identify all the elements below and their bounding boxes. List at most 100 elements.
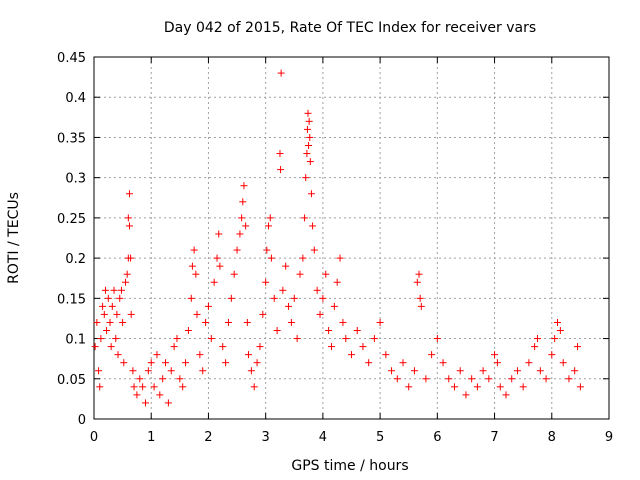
- x-tick-label: 2: [204, 430, 212, 445]
- data-point: [365, 359, 373, 367]
- y-tick-label: 0.05: [57, 373, 86, 388]
- data-point: [370, 335, 378, 343]
- data-point: [493, 359, 501, 367]
- data-point: [266, 214, 274, 222]
- x-tick-label: 8: [548, 430, 556, 445]
- data-point: [127, 254, 135, 262]
- data-point: [382, 351, 390, 359]
- data-point: [322, 270, 330, 278]
- x-tick-label: 1: [147, 430, 155, 445]
- data-point: [305, 141, 313, 149]
- data-point: [439, 359, 447, 367]
- y-tick-label: 0.25: [57, 212, 86, 227]
- data-point: [238, 214, 246, 222]
- data-point: [536, 367, 544, 375]
- data-point: [576, 383, 584, 391]
- data-point: [299, 254, 307, 262]
- x-tick-label: 0: [90, 430, 98, 445]
- data-point: [224, 318, 232, 326]
- data-point: [422, 375, 430, 383]
- data-point: [277, 69, 285, 77]
- data-point: [287, 318, 295, 326]
- data-point: [393, 375, 401, 383]
- data-point: [129, 367, 137, 375]
- data-point: [451, 383, 458, 391]
- data-point: [156, 391, 164, 399]
- data-point: [97, 335, 105, 343]
- data-point: [176, 375, 184, 383]
- data-point: [123, 270, 131, 278]
- data-point: [376, 318, 384, 326]
- data-point: [236, 230, 244, 238]
- data-point: [342, 335, 350, 343]
- y-tick-label: 0.15: [57, 292, 86, 307]
- data-point: [574, 343, 582, 351]
- data-point: [187, 294, 195, 302]
- data-point: [519, 383, 527, 391]
- data-point: [416, 294, 424, 302]
- data-point: [99, 302, 107, 310]
- data-point: [182, 359, 190, 367]
- data-point: [327, 343, 335, 351]
- data-point: [142, 399, 149, 407]
- data-point: [428, 351, 436, 359]
- data-point: [262, 278, 270, 286]
- y-tick-label: 0: [78, 413, 86, 428]
- chart-title: Day 042 of 2015, Rate Of TEC Index for r…: [164, 20, 536, 36]
- data-point: [210, 278, 218, 286]
- data-point: [309, 222, 317, 230]
- data-point: [303, 125, 311, 133]
- data-point: [554, 318, 561, 326]
- data-point: [193, 310, 201, 318]
- data-point: [513, 367, 521, 375]
- y-tick-label: 0.45: [57, 51, 86, 66]
- x-axis-title: GPS time / hours: [291, 458, 408, 474]
- y-tick-label: 0.35: [57, 131, 86, 146]
- data-point: [192, 270, 200, 278]
- data-point: [125, 190, 133, 198]
- y-tick-label: 0.3: [65, 172, 86, 187]
- data-point: [112, 335, 120, 343]
- data-point: [301, 214, 309, 222]
- data-point: [215, 230, 223, 238]
- x-tick-label: 3: [262, 430, 270, 445]
- data-point: [119, 318, 127, 326]
- data-point: [270, 294, 278, 302]
- data-point: [542, 375, 550, 383]
- data-point: [144, 367, 152, 375]
- data-point: [353, 327, 361, 335]
- data-point: [216, 262, 224, 270]
- x-tick-label: 6: [433, 430, 441, 445]
- data-point: [113, 310, 121, 318]
- data-point: [253, 359, 261, 367]
- data-point: [531, 343, 539, 351]
- data-point: [153, 351, 161, 359]
- x-tick-label: 5: [376, 430, 384, 445]
- data-point: [263, 246, 271, 254]
- data-point: [548, 351, 556, 359]
- data-point: [250, 383, 258, 391]
- data-point: [551, 335, 559, 343]
- data-point: [170, 343, 178, 351]
- data-point: [222, 359, 230, 367]
- data-point: [508, 375, 516, 383]
- data-point: [133, 391, 141, 399]
- data-point: [259, 310, 267, 318]
- data-point: [233, 246, 241, 254]
- data-point: [336, 254, 344, 262]
- data-point: [313, 286, 321, 294]
- data-point: [173, 335, 181, 343]
- data-point: [565, 375, 573, 383]
- data-point: [525, 359, 533, 367]
- data-point: [130, 383, 138, 391]
- data-series-roti: [91, 69, 584, 407]
- data-point: [150, 383, 158, 391]
- data-point: [245, 351, 252, 359]
- data-point: [473, 383, 481, 391]
- data-point: [101, 286, 109, 294]
- data-point: [265, 222, 273, 230]
- data-point: [285, 302, 293, 310]
- data-point: [304, 109, 312, 117]
- data-point: [405, 383, 413, 391]
- data-point: [127, 310, 135, 318]
